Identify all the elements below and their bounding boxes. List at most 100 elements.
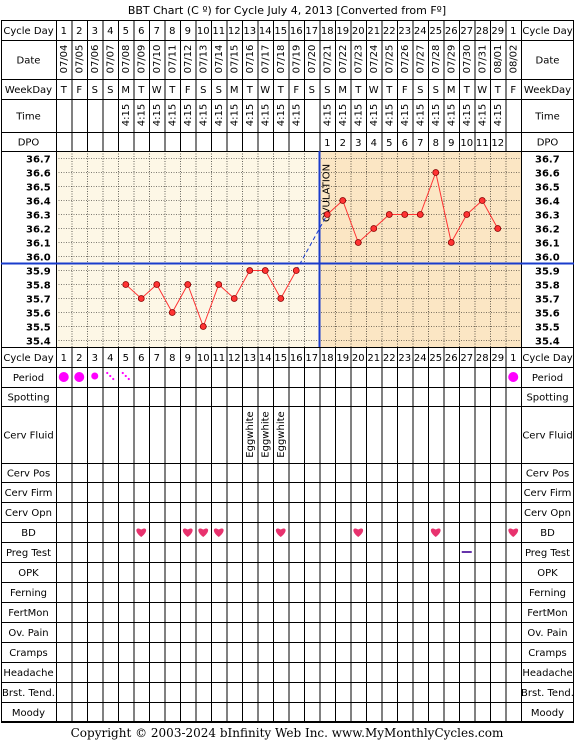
dpo-number: 10: [460, 138, 473, 149]
temp-point: [401, 211, 409, 218]
row-label-left: Cycle Day: [3, 26, 53, 37]
temp-point: [246, 267, 254, 274]
temp-point: [432, 169, 440, 176]
cycle-day-number: 3: [92, 26, 98, 37]
cycle-day-number: 12: [228, 26, 241, 37]
temp-point: [292, 267, 300, 274]
weekday-label: T: [168, 85, 176, 96]
row-label-right: BD: [540, 528, 555, 539]
date-label: 07/22: [338, 45, 349, 74]
date-label: 07/09: [136, 45, 147, 74]
weekday-label: W: [260, 85, 270, 96]
temp-line-segment: [373, 214, 390, 229]
temp-point: [323, 211, 331, 218]
row-label-right: Cerv Firm: [524, 488, 572, 499]
cycle-day-number: 18: [321, 26, 334, 37]
period-heavy-mark: [74, 372, 85, 382]
y-tick-left: 35.6: [26, 309, 51, 320]
weekday-label: S: [92, 85, 98, 96]
cycle-day-number: 26: [445, 26, 458, 37]
cycle-day-number: 15: [274, 353, 287, 364]
date-label: 07/23: [353, 45, 364, 74]
y-tick-left: 36.6: [26, 169, 51, 180]
cycle-day-number: 24: [414, 353, 427, 364]
y-tick-right: 35.9: [535, 267, 560, 278]
y-tick-right: 36.2: [535, 225, 560, 236]
weekday-label: M: [121, 85, 130, 96]
cycle-day-number: 10: [197, 353, 210, 364]
chart-title: BBT Chart (C º) for Cycle July 4, 2013 […: [128, 4, 446, 17]
time-label: 4:15: [462, 104, 473, 126]
cycle-day-number: 17: [305, 353, 318, 364]
period-heavy-mark: [508, 372, 519, 382]
cycle-day-number: 14: [259, 26, 272, 37]
weekday-label: F: [76, 85, 82, 96]
cycle-day-number: 4: [107, 353, 113, 364]
cycle-day-number: 7: [154, 26, 160, 37]
ovulation-label: OVULATION: [322, 164, 333, 222]
y-tick-right: 36.6: [535, 169, 560, 180]
cerv-fluid-label: Eggwhite: [260, 411, 271, 457]
weekday-label: S: [309, 85, 315, 96]
temp-line-segment: [156, 284, 173, 313]
bd-heart-icon: [275, 528, 286, 537]
temp-line-segment: [326, 200, 344, 215]
date-label: 07/18: [276, 45, 287, 74]
period-light-mark: [121, 371, 124, 375]
cycle-day-number: 5: [123, 26, 129, 37]
row-label-left: Ov. Pain: [8, 628, 48, 639]
row-label-left: Cerv Opn: [5, 508, 52, 519]
row-label-right: Moody: [531, 708, 564, 719]
cycle-day-number: 2: [76, 353, 82, 364]
cycle-day-number: 1: [61, 353, 67, 364]
time-label: 4:15: [183, 104, 194, 126]
temp-line-segment: [140, 284, 158, 299]
row-label-left: WeekDay: [5, 85, 52, 96]
date-label: 07/10: [152, 45, 163, 74]
dpo-number: 9: [448, 138, 454, 149]
date-label: 07/13: [198, 45, 209, 74]
row-label-right: FertMon: [527, 608, 567, 619]
y-tick-left: 36.2: [26, 225, 51, 236]
bd-heart-icon: [198, 528, 209, 537]
cycle-day-number: 13: [243, 353, 256, 364]
y-tick-right: 35.4: [535, 337, 560, 348]
cycle-day-number: 19: [336, 26, 349, 37]
time-label: 4:15: [121, 104, 132, 126]
temp-gap-line: [295, 214, 328, 271]
weekday-label: W: [152, 85, 162, 96]
temp-line-segment: [218, 284, 235, 299]
weekday-label: S: [324, 85, 330, 96]
temp-point: [184, 281, 192, 288]
bd-heart-icon: [136, 528, 147, 537]
row-label-right: Ov. Pain: [527, 628, 567, 639]
weekday-label: T: [137, 85, 145, 96]
y-tick-left: 36.4: [26, 197, 51, 208]
cycle-day-number: 3: [92, 353, 98, 364]
row-label-left: Cerv Pos: [7, 469, 50, 480]
temp-point: [494, 225, 502, 232]
temp-point: [137, 295, 145, 302]
weekday-label: T: [246, 85, 254, 96]
temp-point: [215, 281, 223, 288]
y-tick-right: 35.6: [535, 309, 560, 320]
temp-line-segment: [171, 284, 189, 313]
row-label-left: FertMon: [8, 608, 48, 619]
row-label-right: Cycle Day: [522, 26, 572, 37]
date-label: 07/29: [446, 45, 457, 74]
table-frame: [1, 20, 574, 722]
time-label: 4:15: [338, 104, 349, 126]
y-tick-right: 36.0: [535, 253, 560, 264]
cycle-day-number: 19: [336, 353, 349, 364]
date-label: 07/25: [384, 45, 395, 74]
temp-point: [478, 197, 486, 204]
row-label-left: Preg Test: [6, 548, 51, 559]
pre-ovulation-area: [56, 151, 320, 347]
date-label: 07/06: [90, 45, 101, 74]
row-label-left: Brst. Tend.: [2, 688, 55, 699]
cycle-day-number: 28: [476, 353, 489, 364]
bd-heart-icon: [182, 528, 193, 537]
date-label: 07/24: [369, 45, 380, 74]
cycle-day-number: 13: [243, 26, 256, 37]
date-label: 07/27: [415, 45, 426, 74]
